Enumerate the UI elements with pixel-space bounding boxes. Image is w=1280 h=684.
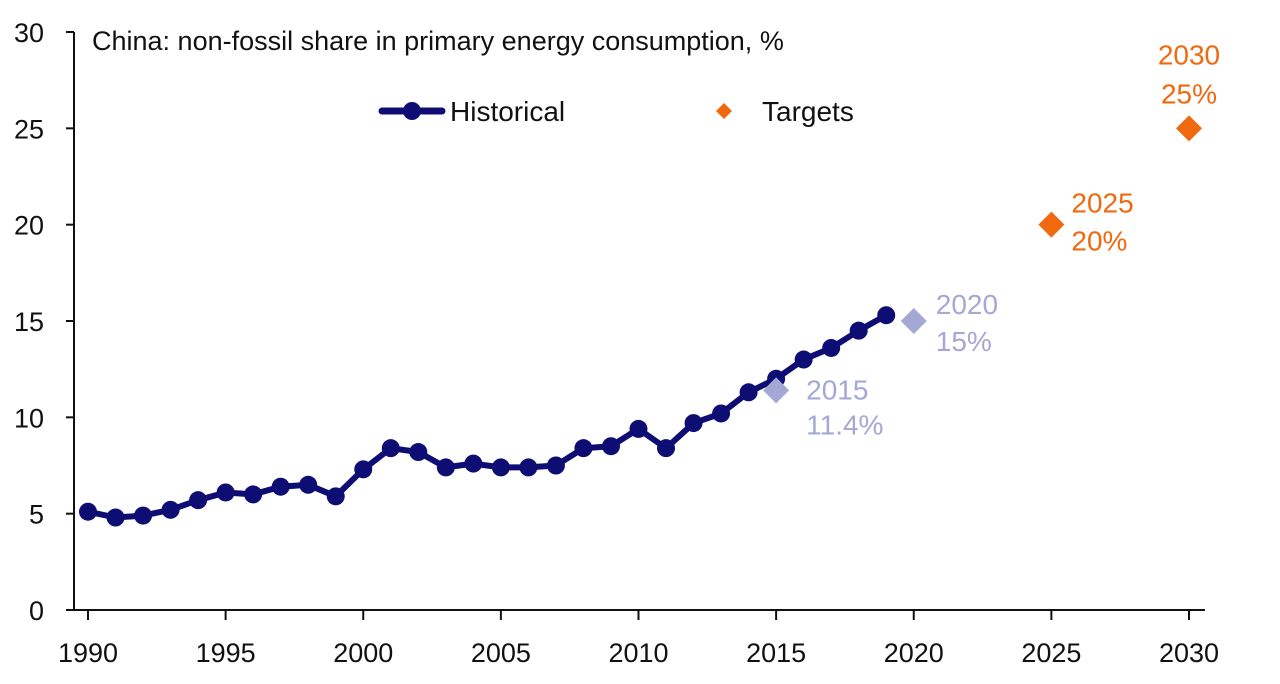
annotation-year: 2025 bbox=[1071, 188, 1133, 219]
historical-point bbox=[216, 483, 235, 502]
historical-point bbox=[629, 419, 648, 438]
historical-point bbox=[712, 404, 731, 423]
historical-series-points bbox=[79, 306, 896, 527]
y-tick-label: 30 bbox=[14, 18, 44, 48]
historical-series-line bbox=[85, 312, 890, 521]
annotation-value: 15% bbox=[936, 326, 992, 357]
target-annotations: 2015 11.4% 2020 15% 2025 20% 2030 25% bbox=[806, 39, 1220, 440]
y-tick-label: 5 bbox=[29, 500, 44, 530]
historical-point bbox=[546, 456, 565, 475]
historical-point bbox=[877, 306, 896, 325]
annotation-year: 2015 bbox=[806, 374, 868, 405]
historical-point bbox=[79, 502, 97, 521]
x-tick-label: 1990 bbox=[58, 638, 118, 668]
y-axis-ticks: 0 5 10 15 20 25 30 bbox=[14, 18, 74, 626]
historical-point bbox=[436, 458, 455, 477]
historical-point bbox=[491, 458, 510, 477]
target-point bbox=[1176, 115, 1202, 142]
historical-point bbox=[822, 338, 841, 357]
x-tick-label: 2025 bbox=[1021, 638, 1081, 668]
historical-point bbox=[464, 454, 483, 473]
annotation-year: 2030 bbox=[1158, 39, 1220, 70]
x-tick-label: 2010 bbox=[608, 638, 668, 668]
target-point bbox=[1038, 211, 1065, 238]
legend-targets-marker bbox=[716, 103, 732, 119]
historical-point bbox=[574, 439, 593, 458]
annotation-year: 2020 bbox=[936, 289, 998, 320]
historical-point bbox=[409, 443, 428, 462]
x-tick-label: 1995 bbox=[196, 638, 256, 668]
x-tick-label: 2005 bbox=[471, 638, 531, 668]
target-series-points bbox=[763, 115, 1202, 404]
historical-point bbox=[601, 437, 620, 456]
historical-point bbox=[739, 383, 758, 402]
historical-point bbox=[161, 500, 180, 519]
annotation-value: 25% bbox=[1161, 78, 1217, 109]
x-tick-label: 2000 bbox=[333, 638, 393, 668]
historical-point bbox=[684, 414, 703, 433]
legend: Historical Targets bbox=[378, 96, 854, 127]
historical-point bbox=[189, 491, 208, 510]
annotation-value: 11.4% bbox=[806, 409, 883, 440]
y-tick-label: 15 bbox=[14, 307, 44, 337]
historical-point bbox=[354, 460, 373, 479]
legend-historical-label: Historical bbox=[450, 96, 565, 127]
chart-title: China: non-fossil share in primary energ… bbox=[92, 26, 784, 56]
y-tick-label: 10 bbox=[14, 403, 44, 433]
y-tick-label: 0 bbox=[29, 596, 44, 626]
annotation-value: 20% bbox=[1071, 226, 1127, 257]
legend-historical-marker bbox=[403, 102, 421, 120]
historical-point bbox=[299, 475, 318, 494]
historical-point bbox=[849, 321, 868, 340]
x-tick-label: 2030 bbox=[1159, 638, 1219, 668]
y-tick-label: 25 bbox=[14, 114, 44, 144]
target-point bbox=[763, 377, 790, 404]
historical-point bbox=[794, 350, 813, 369]
x-tick-label: 2015 bbox=[746, 638, 806, 668]
historical-point bbox=[326, 487, 345, 506]
historical-point bbox=[106, 508, 125, 527]
y-tick-label: 20 bbox=[14, 211, 44, 241]
target-point bbox=[900, 308, 927, 334]
historical-point bbox=[519, 458, 538, 477]
legend-targets-label: Targets bbox=[762, 96, 854, 127]
historical-point bbox=[657, 439, 676, 458]
historical-point bbox=[134, 506, 153, 525]
historical-point bbox=[271, 477, 290, 496]
x-axis-ticks: 1990 1995 2000 2005 2010 2015 2020 2025 2030 bbox=[58, 610, 1219, 668]
historical-point bbox=[381, 439, 400, 458]
x-tick-label: 2020 bbox=[884, 638, 944, 668]
historical-point bbox=[244, 485, 263, 504]
